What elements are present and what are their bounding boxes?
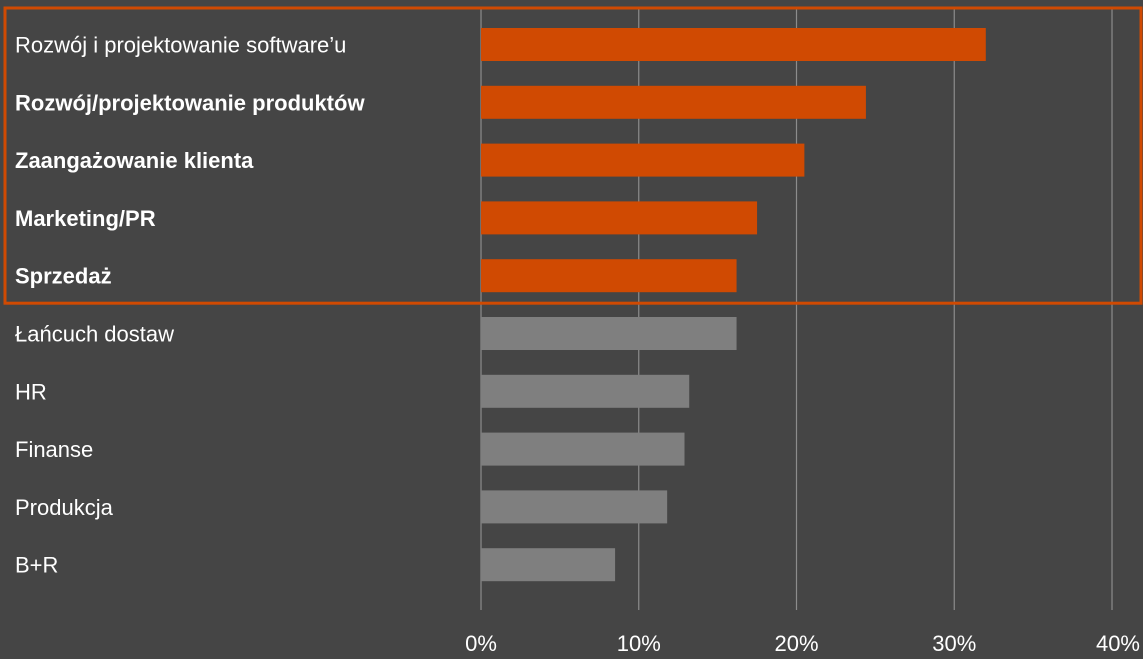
bar [481, 548, 616, 582]
bars [481, 28, 986, 582]
x-tick-label: 30% [932, 631, 976, 656]
highlight-box [3, 6, 1143, 305]
bar [481, 374, 690, 408]
x-tick-label: 40% [1096, 631, 1140, 656]
category-label: Produkcja [15, 495, 114, 520]
bar [481, 259, 737, 293]
x-axis-tick-labels: 0% 10% 20% 30% 40% [465, 631, 1140, 656]
category-labels: Rozwój i projektowanie software’u Rozwój/… [15, 33, 365, 578]
bar [481, 201, 758, 235]
bar [481, 143, 805, 177]
bar [481, 28, 986, 61]
bar [481, 85, 866, 119]
category-label: Łańcuch dostaw [15, 322, 174, 347]
x-tick-label: 20% [774, 631, 818, 656]
bar [481, 490, 668, 524]
category-label: Finanse [15, 437, 93, 462]
bar [481, 317, 737, 350]
category-label: HR [15, 379, 47, 404]
x-tick-label: 10% [617, 631, 661, 656]
category-label: Zaangażowanie klienta [15, 148, 254, 173]
category-label: Sprzedaż [15, 264, 112, 289]
x-tick-label: 0% [465, 631, 497, 656]
category-label: Rozwój i projektowanie software’u [15, 33, 346, 58]
bar [481, 432, 685, 466]
category-label: B+R [15, 553, 58, 578]
category-label: Marketing/PR [15, 206, 156, 231]
category-label: Rozwój/projektowanie produktów [15, 90, 365, 115]
